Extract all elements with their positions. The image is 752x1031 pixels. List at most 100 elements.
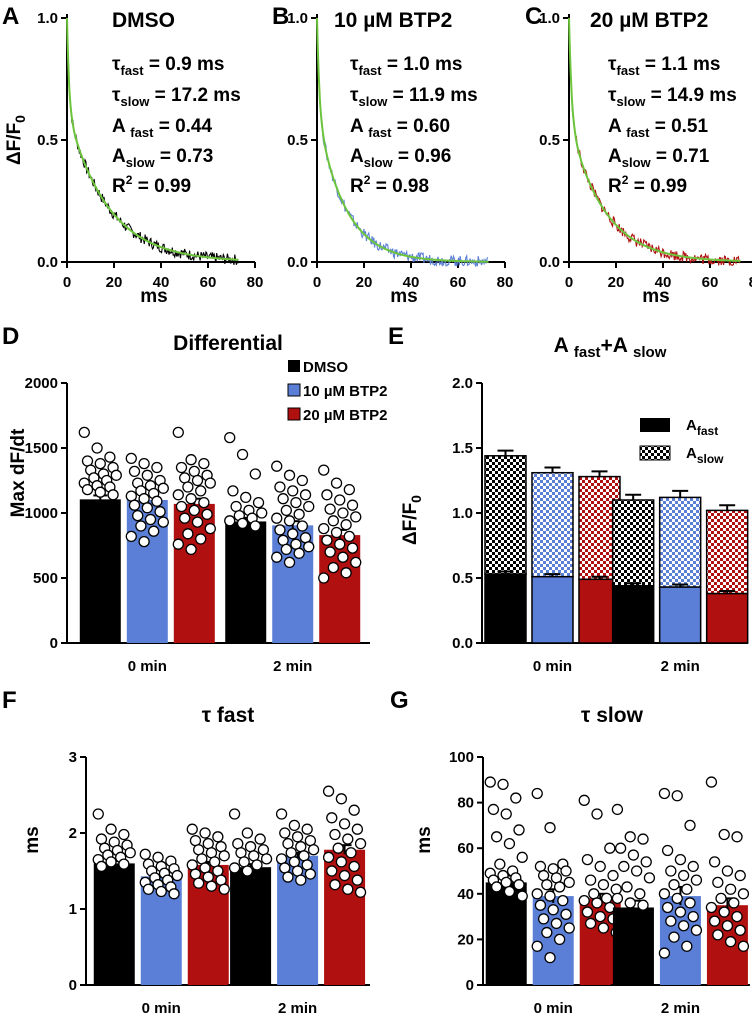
data-point bbox=[724, 936, 737, 948]
panel-a: A DMSO ΔF/F0 ms 0.0 0.5 1.0 0 20 40 60 80 τfast… bbox=[2, 3, 263, 307]
panel-c-xlabel: ms bbox=[642, 286, 669, 307]
data-point bbox=[687, 860, 699, 873]
stack-a-slow bbox=[484, 455, 527, 575]
data-point bbox=[322, 785, 335, 797]
panel-g-title: τ slow bbox=[581, 704, 644, 727]
data-point bbox=[721, 920, 734, 932]
data-point bbox=[343, 530, 355, 543]
panel-c-a-slow: Aslow = 0.71 bbox=[608, 146, 710, 170]
data-point bbox=[643, 872, 656, 884]
data-point bbox=[324, 503, 336, 515]
y-tick-label: 40 bbox=[457, 886, 474, 903]
data-point bbox=[283, 556, 296, 569]
data-point bbox=[584, 917, 597, 930]
data-point bbox=[277, 493, 289, 505]
data-point bbox=[218, 883, 230, 895]
stack-a-fast bbox=[611, 585, 655, 644]
data-point bbox=[687, 910, 699, 923]
bar-0 bbox=[225, 521, 267, 643]
data-point bbox=[503, 837, 516, 850]
data-point bbox=[718, 828, 730, 841]
panel-b-plot: 0.0 0.5 1.0 0 20 40 60 80 bbox=[287, 10, 513, 291]
data-point bbox=[321, 534, 333, 546]
y-tick-label: 1 bbox=[69, 901, 77, 918]
data-point bbox=[295, 874, 307, 886]
data-point bbox=[537, 913, 550, 925]
data-point bbox=[105, 823, 117, 835]
data-point bbox=[105, 856, 117, 868]
data-point bbox=[348, 804, 360, 816]
data-point bbox=[157, 482, 169, 494]
data-point bbox=[198, 457, 210, 470]
data-point bbox=[141, 469, 153, 481]
data-point bbox=[290, 496, 302, 509]
data-point bbox=[330, 477, 343, 489]
data-point bbox=[271, 512, 283, 524]
data-point bbox=[104, 451, 116, 463]
data-point bbox=[224, 515, 236, 527]
data-point bbox=[684, 819, 696, 832]
x-tick-label: 60 bbox=[200, 274, 217, 291]
data-point bbox=[665, 915, 677, 927]
data-point bbox=[260, 853, 273, 865]
x-tick-label: 20 bbox=[356, 274, 373, 291]
data-point bbox=[172, 538, 184, 550]
data-point bbox=[737, 940, 750, 952]
data-point bbox=[91, 442, 103, 454]
panel-b-title: 10 µM BTP2 bbox=[334, 9, 452, 32]
y-tick-label: 100 bbox=[449, 749, 474, 766]
data-point bbox=[172, 426, 184, 439]
data-point bbox=[611, 803, 624, 816]
data-point bbox=[78, 426, 90, 439]
data-point bbox=[198, 496, 210, 509]
decay-fit-curve bbox=[66, 17, 239, 261]
data-point bbox=[640, 856, 652, 868]
data-point bbox=[110, 469, 122, 481]
data-point bbox=[553, 933, 566, 946]
data-point bbox=[212, 831, 224, 843]
panel-c: C 20 µM BTP2 ms 0.0 0.5 1.0 0 20 40 60 80 τfast… bbox=[525, 3, 752, 307]
data-point bbox=[155, 885, 167, 898]
y-tick-label: 0 bbox=[50, 635, 58, 652]
data-point bbox=[614, 842, 627, 854]
data-point bbox=[671, 790, 683, 802]
panel-e-legend: Afast Aslow bbox=[639, 417, 724, 466]
data-point bbox=[204, 477, 216, 489]
data-point bbox=[236, 517, 249, 530]
data-point bbox=[94, 486, 106, 498]
data-point bbox=[144, 513, 157, 526]
data-point bbox=[132, 509, 144, 522]
y-tick-label: 2 bbox=[69, 825, 77, 842]
data-point bbox=[279, 827, 291, 839]
data-point bbox=[516, 851, 528, 863]
panel-c-tau-fast: τfast = 1.1 ms bbox=[608, 54, 720, 78]
x-tick-label: 20 bbox=[608, 274, 625, 291]
data-point bbox=[151, 495, 163, 507]
data-point bbox=[218, 850, 230, 862]
group-label: 0 min bbox=[142, 1000, 181, 1017]
y-tick-label: 0 bbox=[69, 977, 77, 994]
panel-e-plot: 0.0 0.5 1.0 1.5 2.0 0 min 2 min bbox=[452, 375, 749, 675]
data-point bbox=[326, 865, 338, 877]
legend-label-a-slow: Aslow bbox=[686, 445, 724, 466]
panel-g-ylabel: ms bbox=[414, 826, 435, 853]
data-point bbox=[734, 869, 746, 882]
data-point bbox=[497, 778, 509, 791]
data-point bbox=[487, 803, 500, 816]
x-tick-label: 40 bbox=[153, 274, 170, 291]
panel-b-tau-slow: τslow = 11.9 ms bbox=[350, 85, 478, 109]
data-point bbox=[658, 888, 671, 900]
data-point bbox=[677, 869, 690, 882]
data-point bbox=[172, 489, 184, 501]
panel-label-c: C bbox=[525, 3, 542, 30]
data-point bbox=[125, 530, 137, 543]
x-tick-label: 0 bbox=[63, 274, 71, 291]
data-point bbox=[581, 906, 594, 918]
data-point bbox=[256, 507, 268, 519]
data-point bbox=[228, 862, 241, 874]
y-tick-label: 0.5 bbox=[452, 570, 473, 587]
data-point bbox=[287, 528, 299, 540]
data-point bbox=[322, 851, 335, 863]
data-point bbox=[334, 494, 346, 506]
y-tick-label: 1.0 bbox=[539, 10, 560, 27]
